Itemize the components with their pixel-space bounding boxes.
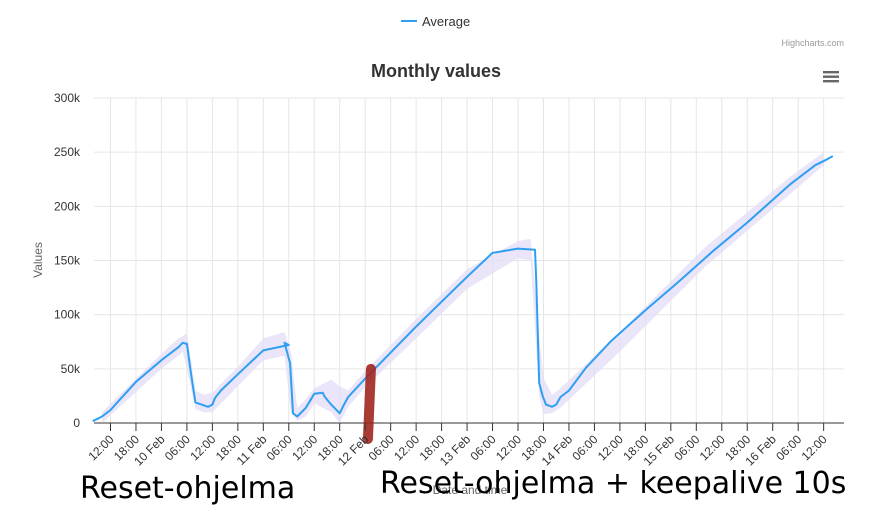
y-tick-label: 300k (54, 91, 81, 105)
x-tick-label: 06:00 (671, 432, 702, 463)
x-tick-label: 12:00 (85, 432, 116, 463)
x-tick-label: 06:00 (162, 432, 193, 463)
y-tick-label: 200k (54, 199, 81, 213)
credits[interactable]: Highcharts.com (781, 38, 844, 48)
x-tick-label: 06:00 (264, 432, 295, 463)
x-tick-label: 12:00 (289, 432, 320, 463)
context-menu-button[interactable] (819, 66, 843, 88)
range-band (102, 152, 824, 423)
y-tick-label: 0 (73, 416, 80, 430)
y-tick-label: 50k (61, 362, 81, 376)
y-tick-label: 250k (54, 145, 81, 159)
legend-item-label[interactable]: Average (422, 14, 470, 29)
x-tick-label: 12:00 (391, 432, 422, 463)
x-tick-label: 06:00 (468, 432, 499, 463)
annotation-left: Reset-ohjelma (80, 471, 296, 506)
x-axis-title: Date and time (433, 483, 508, 497)
x-tick-label: 12:00 (799, 432, 830, 463)
hamburger-menu-icon (823, 71, 839, 83)
y-gridlines (94, 97, 844, 370)
y-axis-title: Values (31, 242, 45, 278)
x-tick-label: 12:00 (493, 432, 524, 463)
chart-title: Monthly values (371, 61, 501, 81)
series-line-average[interactable] (92, 155, 834, 422)
x-tick-label: 06:00 (773, 432, 804, 463)
annotation-right: Reset-ohjelma + keepalive 10s (380, 466, 847, 501)
y-axis: 0 50k 100k 150k 200k 250k 300k (54, 91, 81, 430)
x-tick-label: 12:00 (595, 432, 626, 463)
x-tick-label: 06:00 (569, 432, 600, 463)
x-tick-label: 12:00 (697, 432, 728, 463)
reset-marker (362, 363, 376, 444)
plot-area (92, 152, 844, 444)
y-tick-label: 150k (54, 254, 81, 268)
legend[interactable]: Average (401, 14, 470, 29)
y-tick-label: 100k (54, 308, 81, 322)
x-tick-label: 12:00 (187, 432, 218, 463)
